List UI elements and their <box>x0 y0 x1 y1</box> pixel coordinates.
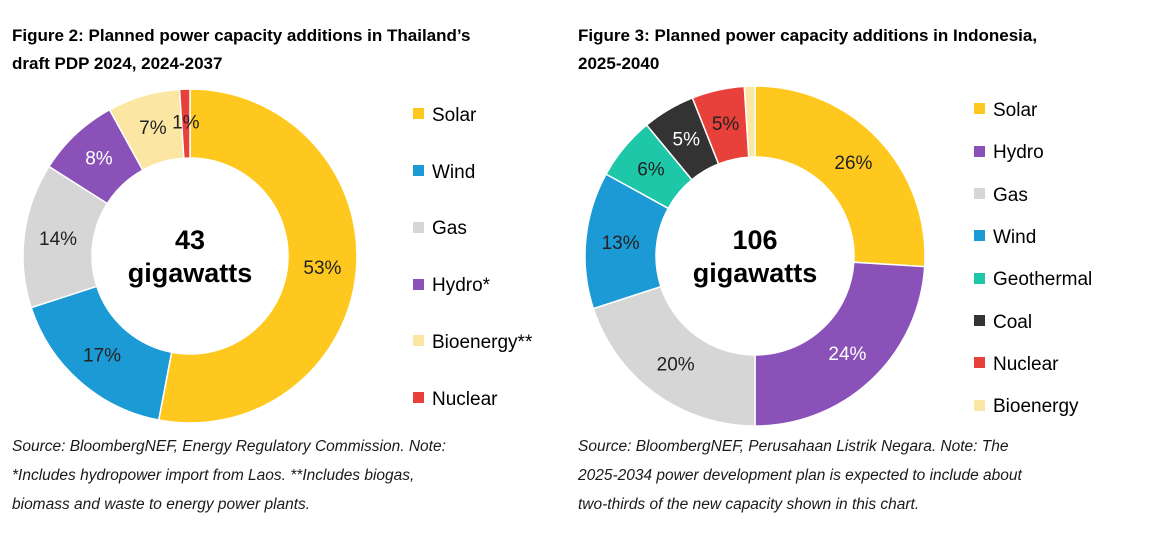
legend-label: Solar <box>993 100 1038 121</box>
legend-swatch <box>413 335 424 347</box>
source-line: 2025-2034 power development plan is expe… <box>578 467 1022 484</box>
legend-swatch <box>974 230 985 242</box>
legend-item-geothermal: Geothermal <box>974 268 1092 292</box>
legend: Solar Wind Gas Hydro* Bioenergy** Nuclear <box>413 104 563 414</box>
legend-item-hydro: Hydro* <box>413 274 490 298</box>
data-label-nuclear: 5% <box>712 114 740 135</box>
chart-title-line: draft PDP 2024, 2024-2037 <box>12 54 223 73</box>
legend-swatch <box>974 399 985 411</box>
data-label-geothermal: 6% <box>637 159 665 180</box>
legend-swatch <box>413 221 424 233</box>
source-note: Source: BloombergNEF, Perusahaan Listrik… <box>578 432 1153 519</box>
legend-item-wind: Wind <box>413 161 475 185</box>
legend-swatch <box>413 391 424 403</box>
legend-swatch <box>974 272 985 284</box>
legend-item-coal: Coal <box>974 311 1032 335</box>
legend-item-bioenergy: Bioenergy <box>974 395 1079 419</box>
chart-title: Figure 3: Planned power capacity additio… <box>578 22 1123 78</box>
figure-3-panel: Figure 3: Planned power capacity additio… <box>570 0 1162 533</box>
source-line: *Includes hydropower import from Laos. *… <box>12 467 415 484</box>
data-label-wind: 17% <box>83 345 121 366</box>
center-total-value: 43 <box>175 225 205 255</box>
legend-item-nuclear: Nuclear <box>413 388 497 412</box>
data-label-hydro: 8% <box>85 149 113 170</box>
data-label-gas: 14% <box>39 229 77 250</box>
legend-label: Solar <box>432 105 477 126</box>
legend-swatch <box>974 357 985 369</box>
data-label-wind: 13% <box>602 233 640 254</box>
center-total-value: 106 <box>732 225 777 255</box>
legend-label: Geothermal <box>993 269 1093 291</box>
legend-swatch <box>974 103 985 115</box>
legend-item-wind: Wind <box>974 226 1036 250</box>
legend-item-nuclear: Nuclear <box>974 353 1058 377</box>
legend-item-bioenergy: Bioenergy** <box>413 331 532 355</box>
legend-item-solar: Solar <box>974 99 1037 123</box>
legend-label: Hydro* <box>432 275 491 297</box>
legend-item-gas: Gas <box>413 217 467 241</box>
source-line: Source: BloombergNEF, Energy Regulatory … <box>12 438 446 455</box>
legend-swatch <box>413 278 424 290</box>
legend-label: Coal <box>993 311 1033 333</box>
center-total-unit: gigawatts <box>128 258 253 288</box>
chart-title-line: 2025-2040 <box>578 54 660 73</box>
legend: Solar Hydro Gas Wind Geothermal Coal Nuclear Bi… <box>974 99 1154 429</box>
slice-hydro <box>754 261 926 427</box>
chart-title: Figure 2: Planned power capacity additio… <box>12 22 557 78</box>
data-label-gas: 20% <box>657 355 695 376</box>
legend-swatch <box>974 188 985 200</box>
legend-item-solar: Solar <box>413 104 476 128</box>
slice-nuclear <box>178 88 191 159</box>
center-total-unit: gigawatts <box>693 258 818 288</box>
legend-item-gas: Gas <box>974 184 1028 208</box>
legend-swatch <box>413 165 424 177</box>
chart-title-line: Figure 2: Planned power capacity additio… <box>12 26 471 45</box>
legend-item-hydro: Hydro <box>974 141 1044 165</box>
source-note: Source: BloombergNEF, Energy Regulatory … <box>12 432 562 519</box>
data-label-solar: 26% <box>834 153 872 174</box>
data-label-nuclear: 1% <box>172 113 200 134</box>
legend-label: Gas <box>993 184 1028 206</box>
slice-bioenergy <box>743 85 756 158</box>
legend-label: Gas <box>432 218 467 240</box>
legend-swatch <box>974 145 985 157</box>
legend-swatch <box>413 108 424 120</box>
data-label-solar: 53% <box>303 258 341 279</box>
data-label-hydro: 24% <box>828 344 866 365</box>
figure-2-panel: Figure 2: Planned power capacity additio… <box>0 0 570 533</box>
legend-label: Wind <box>432 161 476 183</box>
source-line: Source: BloombergNEF, Perusahaan Listrik… <box>578 438 1009 455</box>
source-line: two-thirds of the new capacity shown in … <box>578 496 920 513</box>
legend-label: Bioenergy** <box>432 331 533 353</box>
slice-solar <box>157 88 358 424</box>
data-label-bioenergy: 7% <box>139 118 167 139</box>
legend-label: Wind <box>993 226 1037 248</box>
chart-title-line: Figure 3: Planned power capacity additio… <box>578 26 1038 45</box>
source-line: biomass and waste to energy power plants… <box>12 496 311 513</box>
legend-label: Bioenergy <box>993 396 1079 418</box>
legend-swatch <box>974 314 985 326</box>
legend-label: Hydro <box>993 142 1044 164</box>
data-label-coal: 5% <box>673 129 701 150</box>
slice-solar <box>754 85 926 268</box>
legend-label: Nuclear <box>432 388 498 410</box>
legend-label: Nuclear <box>993 353 1059 375</box>
